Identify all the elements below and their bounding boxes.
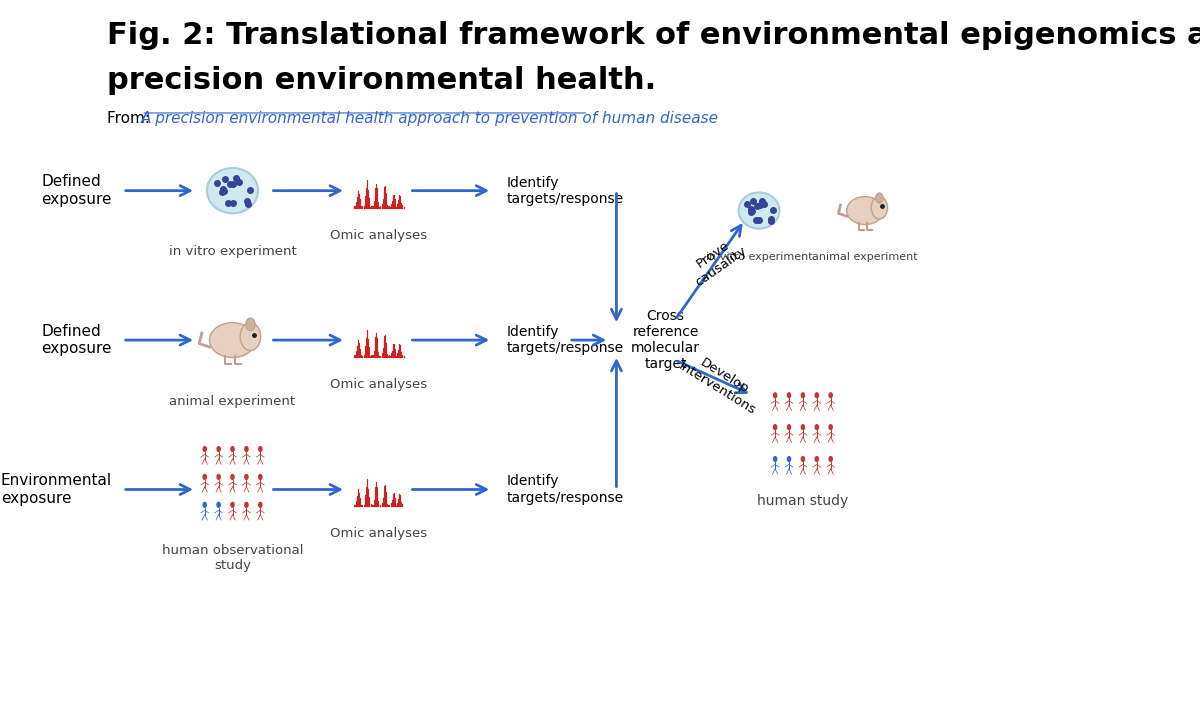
Circle shape	[787, 456, 791, 462]
Circle shape	[871, 197, 888, 219]
Text: Omic analyses: Omic analyses	[330, 378, 427, 391]
Text: Fig. 2: Translational framework of environmental epigenomics and: Fig. 2: Translational framework of envir…	[107, 22, 1200, 50]
Text: Identify
targets/response: Identify targets/response	[506, 474, 624, 505]
Circle shape	[773, 424, 778, 431]
Circle shape	[800, 392, 805, 398]
Circle shape	[828, 392, 833, 398]
Circle shape	[773, 456, 778, 462]
Text: Develop
Interventions: Develop Interventions	[676, 347, 766, 418]
Text: in vitro experiment: in vitro experiment	[169, 246, 296, 258]
Ellipse shape	[847, 197, 883, 225]
Circle shape	[773, 392, 778, 398]
Circle shape	[800, 456, 805, 462]
Text: Omic analyses: Omic analyses	[330, 228, 427, 241]
Circle shape	[244, 446, 248, 452]
Circle shape	[787, 424, 791, 431]
Circle shape	[876, 193, 883, 203]
Text: animal experiment: animal experiment	[169, 395, 295, 408]
Circle shape	[203, 474, 208, 480]
Text: animal experiment: animal experiment	[812, 253, 918, 262]
Bar	[349, 471, 408, 508]
Bar	[349, 172, 408, 210]
Text: Cross
reference
molecular
target: Cross reference molecular target	[631, 309, 700, 372]
Text: From:: From:	[107, 111, 155, 126]
Circle shape	[787, 392, 791, 398]
Circle shape	[230, 474, 235, 480]
Text: human study: human study	[757, 495, 848, 508]
Text: Defined
exposure: Defined exposure	[41, 324, 112, 356]
Text: Identify
targets/response: Identify targets/response	[506, 325, 624, 355]
Circle shape	[203, 502, 208, 508]
Text: in vitro experiment: in vitro experiment	[706, 253, 812, 262]
Text: Identify
targets/response: Identify targets/response	[506, 176, 624, 206]
Bar	[349, 321, 408, 359]
Text: Prove
causality: Prove causality	[684, 232, 750, 289]
Circle shape	[244, 474, 248, 480]
Circle shape	[815, 456, 820, 462]
Circle shape	[216, 502, 221, 508]
Text: Defined
exposure: Defined exposure	[41, 174, 112, 207]
Circle shape	[815, 424, 820, 431]
Circle shape	[246, 318, 256, 330]
Circle shape	[800, 424, 805, 431]
Circle shape	[828, 424, 833, 431]
Ellipse shape	[206, 168, 258, 213]
Ellipse shape	[210, 323, 256, 358]
Circle shape	[230, 446, 235, 452]
Text: Environmental
exposure: Environmental exposure	[1, 473, 112, 505]
Circle shape	[203, 446, 208, 452]
Circle shape	[815, 392, 820, 398]
Text: precision environmental health.: precision environmental health.	[107, 66, 656, 95]
Text: human observational
study: human observational study	[162, 544, 304, 572]
Circle shape	[258, 446, 263, 452]
Circle shape	[258, 502, 263, 508]
Circle shape	[240, 323, 260, 351]
Ellipse shape	[738, 192, 780, 229]
Circle shape	[828, 456, 833, 462]
Circle shape	[244, 502, 248, 508]
Circle shape	[230, 502, 235, 508]
Text: Omic analyses: Omic analyses	[330, 527, 427, 540]
Circle shape	[216, 446, 221, 452]
Circle shape	[258, 474, 263, 480]
Text: A precision environmental health approach to prevention of human disease: A precision environmental health approac…	[142, 111, 719, 126]
Circle shape	[216, 474, 221, 480]
